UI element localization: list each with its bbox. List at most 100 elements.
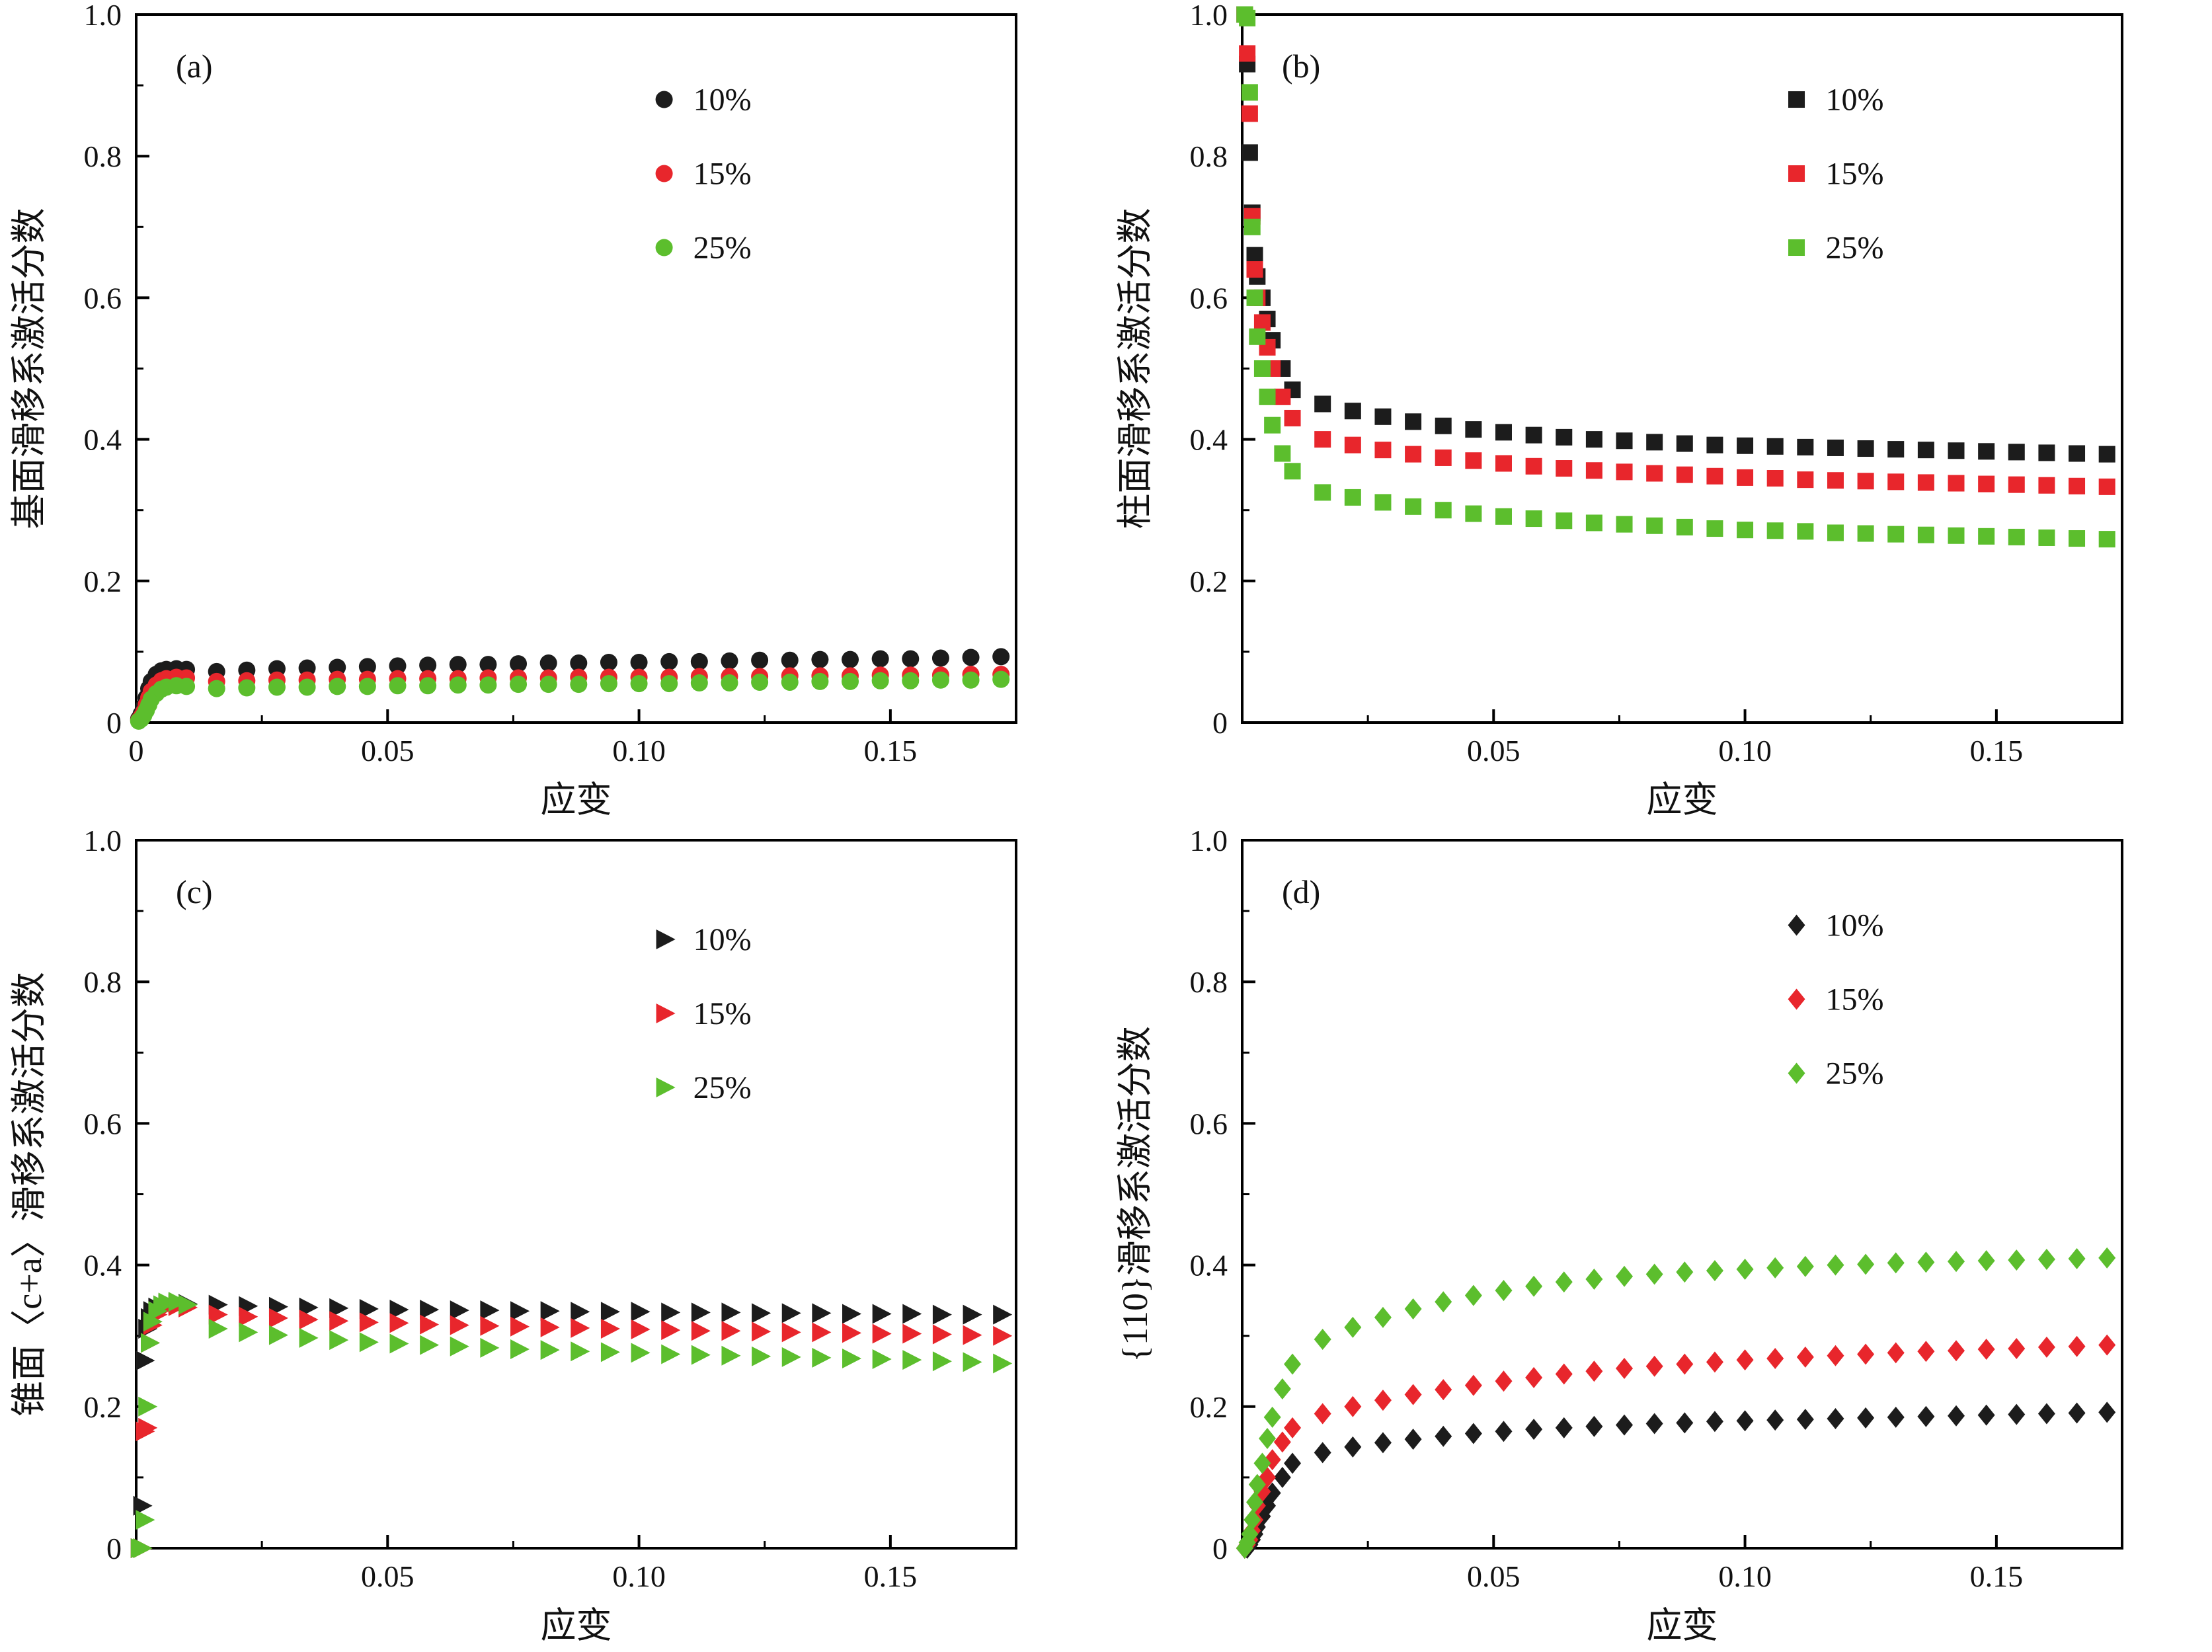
data-point [902,1304,922,1324]
legend-label: 10% [693,83,752,118]
data-point [298,659,316,677]
data-point [872,1304,892,1324]
legend-marker [655,239,673,256]
data-point [1737,469,1754,486]
data-point [1314,1403,1331,1425]
data-point [2098,1401,2116,1423]
legend-label: 15% [693,157,752,192]
legend-marker [656,1003,676,1023]
x-tick-label: 0.15 [864,734,918,767]
data-point [208,680,225,697]
data-point [480,1337,500,1358]
data-point [329,678,346,695]
data-point [2008,1249,2026,1271]
data-point [480,1300,500,1321]
data-point [812,1347,832,1368]
data-point [1284,463,1301,480]
data-point [1435,1379,1452,1401]
data-point [178,678,196,695]
data-point [1435,1291,1452,1313]
data-point [842,1304,862,1324]
data-point [1796,1255,1814,1277]
data-point [1374,1390,1392,1411]
data-point [1405,446,1422,463]
chart-svg-c: 0.05 0.10 0.15 0 0.2 0.4 0.6 0.8 1.0 应变 锥面〈c+a〉滑移系… [9,826,1017,1645]
data-point [1616,432,1633,450]
data-point [1676,1261,1694,1283]
data-point [1887,1342,1905,1364]
data-point [1616,1357,1634,1379]
y-tick-label: 0 [1212,706,1228,740]
data-point [1857,525,1874,542]
data-point [1977,1339,1995,1360]
y-tick-label: 0.6 [84,1107,122,1140]
data-point [1917,442,1934,459]
data-point [752,1321,771,1342]
data-point [1244,1509,1261,1531]
panel-label: (a) [176,48,213,85]
data-point [1435,417,1452,434]
data-point [781,1347,801,1367]
data-point [1766,1347,1784,1369]
data-point [1706,520,1723,537]
data-point [1344,1316,1362,1338]
data-point [630,653,648,671]
data-point [1857,440,1874,457]
x-tick-label: 0.15 [1970,734,2024,767]
legend-label: 10% [693,922,752,957]
x-tick-label: 0.10 [612,1559,666,1593]
data-point [539,676,557,693]
y-tick-label: 0.8 [84,139,122,173]
data-point [1736,1259,1754,1280]
data-point [2069,477,2086,494]
data-point [1344,403,1361,420]
data-point [571,1302,590,1322]
data-point [871,672,889,689]
data-point [2098,1334,2116,1356]
data-point [842,1323,862,1343]
data-point [1284,409,1301,426]
data-point [1556,428,1573,446]
data-point [721,1321,741,1341]
data-point [1827,1345,1844,1366]
data-point [812,1322,832,1343]
data-point [2008,528,2025,545]
data-point [1948,1340,1965,1362]
data-point [812,1303,832,1323]
y-tick-label: 0.2 [1190,1390,1228,1424]
data-point [1585,514,1602,531]
data-point [389,1313,409,1333]
data-point [1273,1378,1291,1400]
data-point [2037,1403,2055,1425]
data-point [661,1344,681,1364]
data-point [1314,431,1331,448]
data-point [138,1417,158,1438]
y-tick-label: 0.4 [1190,1249,1228,1282]
legend-label: 10% [1826,83,1884,118]
legend-marker [655,165,673,182]
data-point [1646,465,1663,482]
chart-svg-b: 0.05 0.10 0.15 0 0.2 0.4 0.6 0.8 1.0 应变 柱面滑移系激活分数 (… [1115,0,2123,820]
data-point [1374,408,1392,425]
data-point [992,648,1010,666]
data-point [962,671,980,689]
data-point [1917,474,1934,491]
data-point [781,673,799,691]
data-point [1525,1419,1543,1440]
legend-label: 15% [693,996,752,1031]
data-point [1374,1306,1392,1328]
chart-svg-d: 0.05 0.10 0.15 0 0.2 0.4 0.6 0.8 1.0 应变 {110}滑移系激活… [1115,826,2123,1645]
data-point [1253,1452,1271,1474]
legend-marker [1788,914,1805,936]
data-point [539,654,557,672]
data-point [359,1312,379,1333]
y-tick-label: 0.2 [1190,565,1228,598]
data-point [600,1342,620,1362]
data-point [2098,446,2115,463]
data-point [1766,438,1784,455]
data-point [133,1495,153,1516]
data-point [932,1324,952,1345]
data-point [2068,1402,2086,1424]
